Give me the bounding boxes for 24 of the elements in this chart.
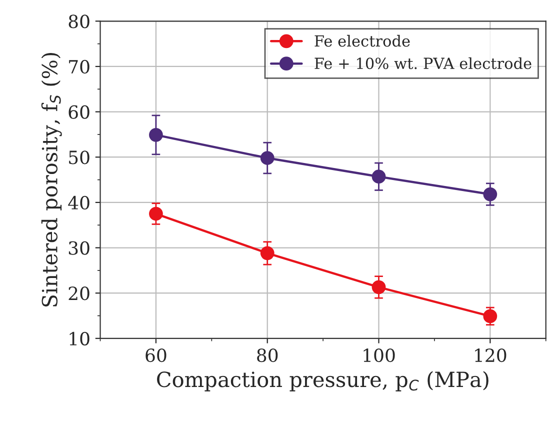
- point: [372, 170, 386, 184]
- y-tick-label: 10: [70, 332, 90, 346]
- x-tick-label: 120: [475, 348, 506, 362]
- point: [260, 246, 274, 260]
- y-tick-label: 20: [68, 286, 90, 300]
- point: [372, 280, 386, 294]
- point: [483, 309, 498, 324]
- legend-label: Fe + 10% wt. PVA electrode: [314, 57, 532, 70]
- y-axis-title: Sintered porosity, f$_{S}$ (%): [41, 53, 62, 306]
- x-tick-label: 60: [146, 348, 166, 362]
- y-tick-label: 80: [68, 14, 90, 28]
- x-tick-label: 100: [364, 348, 395, 362]
- x-tick-label: 80: [257, 348, 278, 362]
- point: [149, 206, 163, 221]
- x-axis-title: Compaction pressure, p$_{C}$ (MPa): [157, 371, 488, 392]
- y-tick-label: 50: [69, 150, 90, 164]
- y-tick-label: 40: [68, 196, 90, 210]
- point: [260, 151, 274, 165]
- y-tick-label: 70: [69, 60, 90, 74]
- y-tick-label: 60: [68, 105, 90, 119]
- legend-label: Fe electrode: [314, 34, 410, 47]
- y-tick-label: 30: [68, 241, 90, 255]
- point: [483, 187, 498, 202]
- point: [149, 128, 163, 142]
